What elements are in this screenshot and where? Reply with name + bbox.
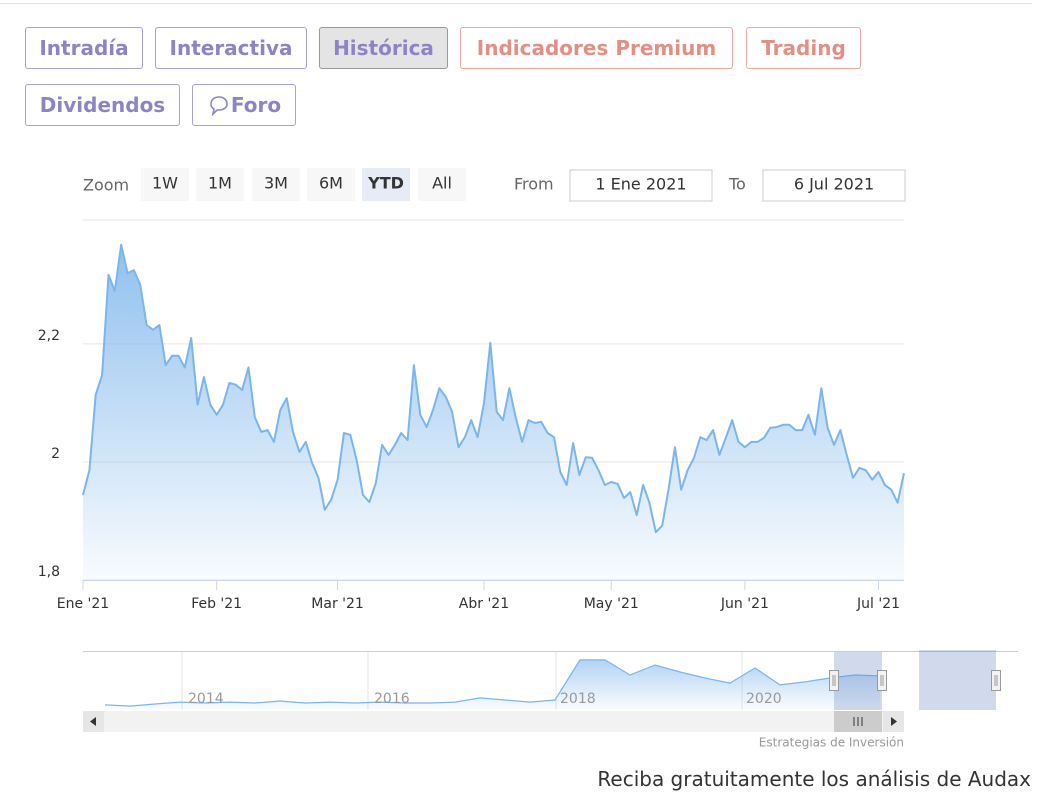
tab[interactable]: Trading [746,27,861,69]
zoom-button[interactable] [362,168,410,201]
zoom-button[interactable] [252,168,300,201]
zoom-button-label: 1W [152,174,178,193]
x-tick-label: Mar '21 [311,596,364,612]
zoom-button[interactable] [196,168,244,201]
y-tick-label: 2,2 [38,328,60,344]
scrollbar-track[interactable] [83,711,904,732]
tab-label: Intradía [39,36,129,60]
tab-label: Foro [230,93,282,117]
scroll-right-arrow [891,717,897,726]
top-rule [0,3,1032,4]
navigator-area [105,659,880,710]
navigator-handle[interactable] [991,670,1001,691]
zoom-button[interactable] [141,168,189,201]
tab-label: Histórica [333,36,434,60]
navigator-mask [834,652,882,710]
area-fill [83,244,904,581]
forum-icon [210,96,228,116]
tab-label: Indicadores Premium [476,36,717,60]
navigator-mask-extra [919,650,996,710]
zoom-button[interactable] [418,168,466,201]
x-tick-label: Feb '21 [191,596,242,612]
x-tick-label: Jun '21 [720,596,769,612]
zoom-label: Zoom [83,176,129,195]
navigator-label: 2020 [746,691,782,707]
tab-label: Dividendos [39,93,166,117]
to-input[interactable] [762,169,906,202]
tab[interactable]: Foro [192,84,296,126]
tab[interactable]: Intradía [25,27,143,69]
x-tick-label: Abr '21 [459,596,509,612]
y-tick-label: 1,8 [38,564,60,580]
tab[interactable]: Indicadores Premium [460,27,733,69]
tab-label: Trading [761,36,846,60]
zoom-button-label: YTD [367,174,404,193]
price-line [82,243,905,534]
tab[interactable]: Dividendos [25,84,180,126]
navigator-label: 2014 [188,691,224,707]
from-value: 1 Ene 2021 [595,175,686,194]
x-tick-label: May '21 [584,596,639,612]
credit: Estrategias de Inversión [759,736,904,750]
tab[interactable]: Interactiva [155,27,307,69]
navigator-handle[interactable] [877,670,887,691]
navigator-label: 2018 [560,691,596,707]
x-tick-label: Jul '21 [856,596,900,612]
tab-label: Interactiva [169,36,293,60]
navigator-line [104,659,881,707]
to-label: To [728,175,746,194]
from-label: From [514,175,554,194]
zoom-button-label: 1M [208,174,232,193]
tab[interactable]: Histórica [319,27,448,69]
footer: Reciba gratuitamente los análisis de Aud… [597,767,1031,791]
plot: 1,8 2 2,2 Ene '21 Feb '21 Mar '21 Abr '21 May '… [38,243,905,612]
zoom-button-label: 6M [319,174,343,193]
from-input[interactable] [569,169,713,202]
navigator-label: 2016 [374,691,410,707]
zoom-button-label: 3M [264,174,288,193]
y-tick-label: 2 [51,446,60,462]
navigator-handle[interactable] [829,670,839,691]
scroll-left-arrow [90,717,96,726]
to-value: 6 Jul 2021 [794,175,874,194]
zoom-button-label: All [432,174,452,193]
navigator: 2014 2016 2018 2020 [104,659,881,710]
zoom-button[interactable] [307,168,355,201]
x-tick-label: Ene '21 [57,596,109,612]
